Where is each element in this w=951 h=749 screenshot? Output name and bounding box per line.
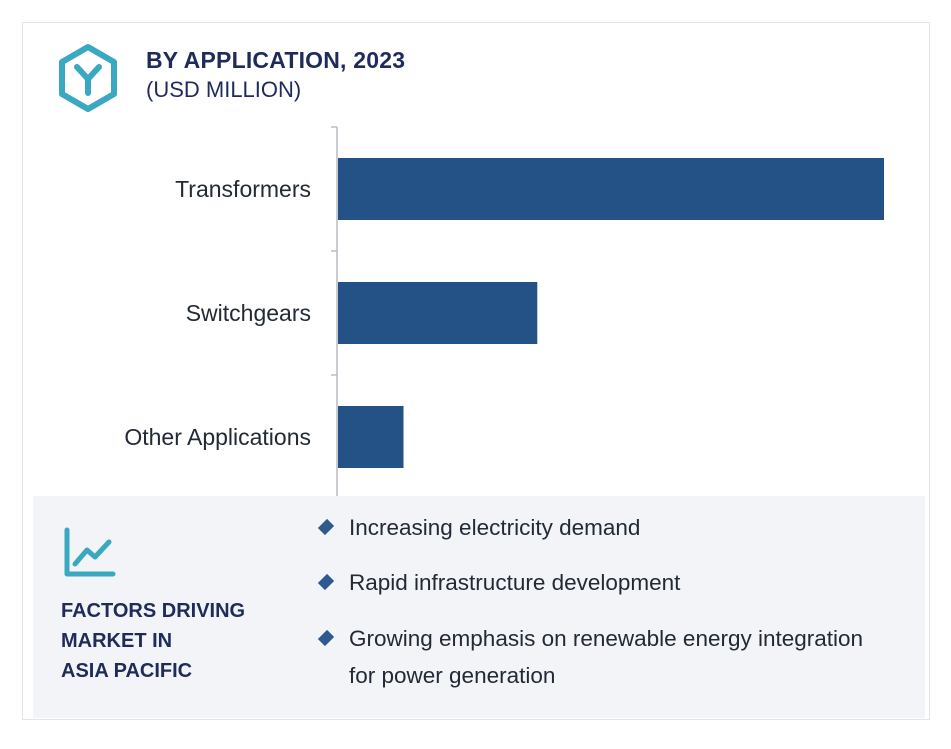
factor-text: Rapid infrastructure development bbox=[349, 570, 681, 595]
chart-title: BY APPLICATION, 2023 bbox=[146, 47, 406, 73]
factors-heading: FACTORS DRIVING MARKET IN ASIA PACIFIC bbox=[61, 600, 246, 682]
bar-switchgears bbox=[338, 282, 538, 344]
diamond-bullet-icon bbox=[317, 518, 335, 536]
factors-panel: FACTORS DRIVING MARKET IN ASIA PACIFIC I… bbox=[33, 496, 925, 718]
factor-text: Increasing electricity demand bbox=[349, 515, 641, 540]
hexagon-y-logo-icon bbox=[59, 44, 117, 112]
chart-subtitle: (USD MILLION) bbox=[146, 77, 302, 102]
category-label: Switchgears bbox=[186, 300, 311, 326]
bar-other-applications bbox=[338, 406, 404, 468]
line-chart-icon bbox=[64, 527, 116, 577]
diamond-bullet-icon bbox=[317, 629, 335, 647]
category-label: Transformers bbox=[175, 176, 311, 202]
diamond-bullet-icon bbox=[317, 573, 335, 591]
infographic-card: BY APPLICATION, 2023 (USD MILLION) Trans… bbox=[22, 22, 930, 720]
bar-transformers bbox=[338, 158, 884, 220]
category-label: Other Applications bbox=[124, 424, 311, 450]
factor-text: Growing emphasis on renewable energy int… bbox=[349, 626, 864, 688]
bar-chart: Transformers Switchgears Other Application… bbox=[124, 126, 884, 500]
